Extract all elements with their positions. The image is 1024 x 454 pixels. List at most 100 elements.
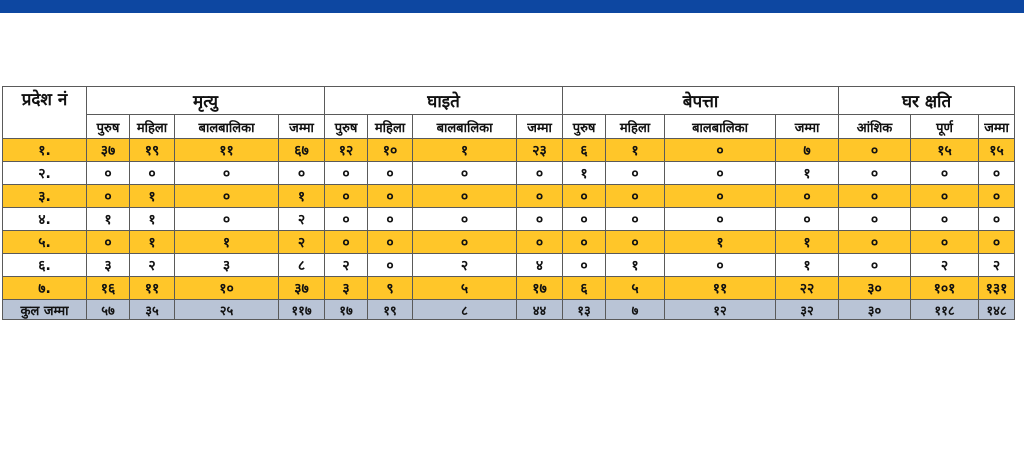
- table-cell: २३: [516, 138, 564, 162]
- sub-column-header: जम्मा: [277, 114, 326, 139]
- table-cell: ६: [562, 276, 607, 300]
- table-cell: ०: [838, 253, 912, 277]
- total-cell: १४८: [978, 299, 1016, 320]
- table-cell: ०: [910, 161, 980, 185]
- table-cell: ०: [367, 207, 414, 231]
- table-cell: ०: [664, 184, 777, 208]
- table-cell: ०: [910, 184, 980, 208]
- table-cell: ०: [838, 184, 912, 208]
- table-cell: ०: [910, 207, 980, 231]
- table-cell: ०: [838, 230, 912, 254]
- table-cell: ३७: [277, 276, 326, 300]
- table-cell: १३१: [978, 276, 1016, 300]
- disaster-statistics-table: प्रदेश नं मृत्यु घाइते बेपत्ता घर क्षति …: [2, 86, 1016, 320]
- table-cell: २: [129, 253, 175, 277]
- province-number: ४.: [2, 207, 87, 231]
- table-cell: २: [978, 253, 1016, 277]
- sub-column-header: जम्मा: [978, 114, 1016, 139]
- table-cell: ०: [277, 161, 326, 185]
- table-cell: ०: [664, 253, 777, 277]
- sub-column-header: पूर्ण: [910, 114, 980, 139]
- total-cell: १३: [562, 299, 607, 320]
- table-cell: ०: [174, 161, 279, 185]
- sub-column-header: पुरुष: [86, 114, 130, 139]
- table-cell: २: [324, 253, 369, 277]
- table-cell: १६: [86, 276, 130, 300]
- total-cell: ४४: [516, 299, 564, 320]
- table-cell: ९: [367, 276, 414, 300]
- sub-column-header: पुरुष: [562, 114, 607, 139]
- table-cell: १: [86, 207, 130, 231]
- sub-column-header: जम्मा: [516, 114, 564, 139]
- table-cell: ०: [775, 207, 840, 231]
- table-cell: १: [129, 230, 175, 254]
- table-cell: १: [664, 230, 777, 254]
- table-cell: १: [605, 253, 666, 277]
- table-cell: १२: [324, 138, 369, 162]
- total-label: कुल जम्मा: [2, 299, 87, 320]
- table-row: ३. ० १ ० १ ० ० ० ० ० ० ० ० ० ० ०: [2, 184, 1016, 208]
- table-cell: ०: [129, 161, 175, 185]
- table-cell: ०: [367, 161, 414, 185]
- table-cell: ०: [86, 161, 130, 185]
- table-cell: २: [412, 253, 518, 277]
- table-cell: ०: [978, 184, 1016, 208]
- table-cell: ३: [324, 276, 369, 300]
- table-cell: ०: [412, 230, 518, 254]
- table-cell: १०: [367, 138, 414, 162]
- sub-column-header: आंशिक: [838, 114, 912, 139]
- table-cell: १: [129, 184, 175, 208]
- table-cell: ५: [605, 276, 666, 300]
- table-cell: ३७: [86, 138, 130, 162]
- table-cell: ११: [664, 276, 777, 300]
- sub-column-header: बालबालिका: [664, 114, 777, 139]
- table-cell: ०: [324, 207, 369, 231]
- table-cell: १९: [129, 138, 175, 162]
- province-number: ३.: [2, 184, 87, 208]
- group-header-row: प्रदेश नं मृत्यु घाइते बेपत्ता घर क्षति: [2, 86, 1016, 139]
- table-cell: १: [412, 138, 518, 162]
- total-cell: ३५: [129, 299, 175, 320]
- sub-column-header: पुरुष: [324, 114, 369, 139]
- table-cell: १५: [978, 138, 1016, 162]
- table-cell: १: [605, 138, 666, 162]
- total-cell: ७: [605, 299, 666, 320]
- table-cell: ०: [324, 184, 369, 208]
- table-cell: ७: [775, 138, 840, 162]
- table-row: ६. ३ २ ३ ८ २ ० २ ४ ० १ ० १ ० २ २: [2, 253, 1016, 277]
- table-cell: ०: [910, 230, 980, 254]
- table-cell: ०: [664, 138, 777, 162]
- table-cell: ०: [412, 184, 518, 208]
- province-number: ५.: [2, 230, 87, 254]
- table-cell: ०: [838, 207, 912, 231]
- table-cell: २२: [775, 276, 840, 300]
- table-cell: ०: [838, 138, 912, 162]
- table-cell: ०: [562, 253, 607, 277]
- table-cell: ०: [324, 230, 369, 254]
- table-cell: ०: [367, 230, 414, 254]
- group-header-deaths: मृत्यु: [85, 86, 326, 115]
- table-cell: ०: [324, 161, 369, 185]
- sub-column-header: महिला: [605, 114, 666, 139]
- table-cell: ०: [605, 161, 666, 185]
- table-cell: ११: [129, 276, 175, 300]
- table-cell: ५: [412, 276, 518, 300]
- total-cell: ११७: [277, 299, 326, 320]
- table-cell: १५: [910, 138, 980, 162]
- total-cell: १२: [664, 299, 777, 320]
- province-number: २.: [2, 161, 87, 185]
- table-cell: २: [910, 253, 980, 277]
- table-cell: ०: [412, 207, 518, 231]
- table-cell: ०: [367, 184, 414, 208]
- table-cell: ०: [605, 184, 666, 208]
- table-row: २. ० ० ० ० ० ० ० ० १ ० ० १ ० ० ०: [2, 161, 1016, 185]
- table-cell: ०: [775, 184, 840, 208]
- table-cell: २: [277, 207, 326, 231]
- table-cell: १: [562, 161, 607, 185]
- total-cell: १७: [324, 299, 369, 320]
- table-cell: ०: [978, 161, 1016, 185]
- group-header-house-damage: घर क्षति: [838, 86, 1016, 115]
- table-cell: ०: [562, 230, 607, 254]
- sub-column-header: जम्मा: [775, 114, 840, 139]
- table-cell: ०: [562, 184, 607, 208]
